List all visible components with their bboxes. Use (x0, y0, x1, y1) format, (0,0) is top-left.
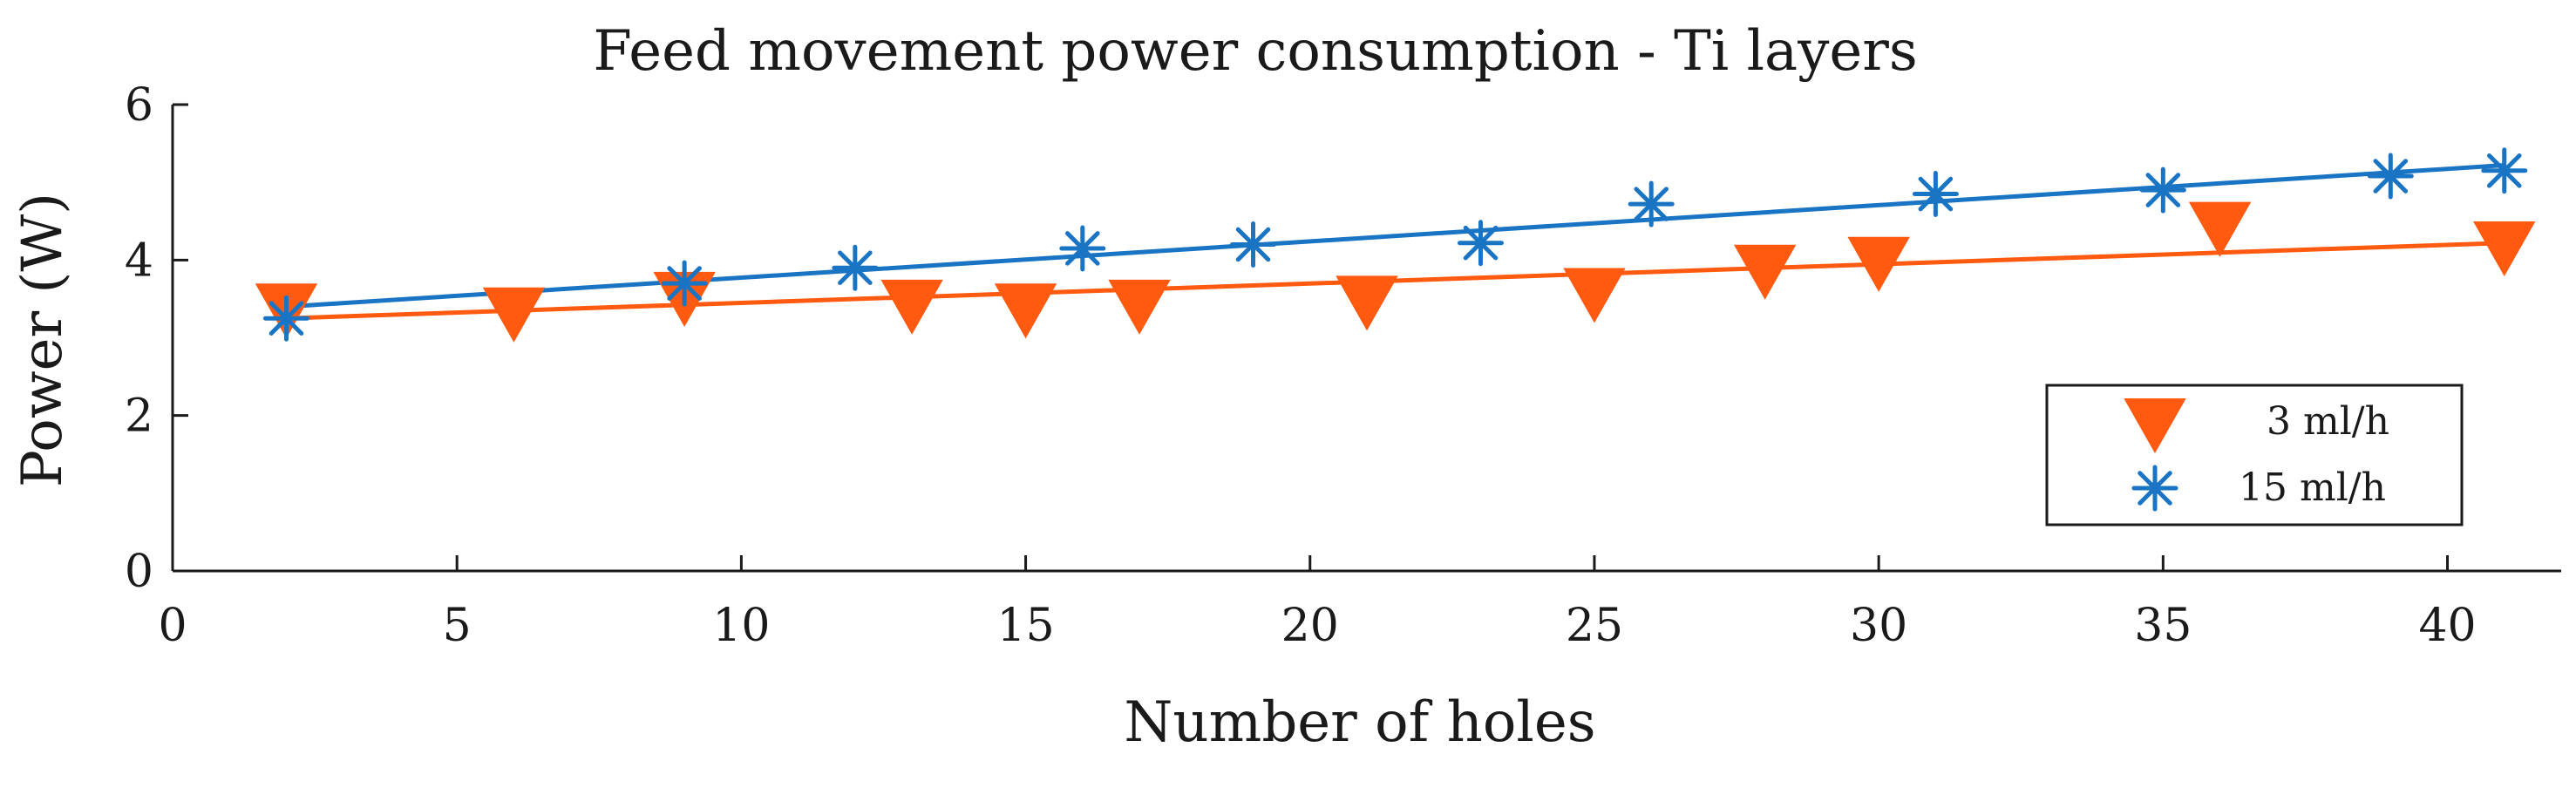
legend-triangle-icon (2124, 398, 2186, 454)
legend: 3 ml/h 15 ml/h (2045, 384, 2464, 526)
data-point-3ml (880, 279, 943, 335)
x-tick-label: 15 (996, 600, 1054, 652)
legend-marker-15ml (2131, 465, 2178, 512)
x-tick-label: 40 (2418, 600, 2476, 652)
y-axis-label: Power (W) (10, 193, 75, 487)
data-point-15ml (1628, 180, 1675, 228)
data-point-15ml (661, 260, 708, 307)
data-point-3ml (994, 283, 1057, 339)
data-point-3ml (1108, 279, 1171, 335)
data-point-15ml (2481, 147, 2528, 194)
legend-label-3ml: 3 ml/h (2267, 399, 2389, 444)
x-tick-label: 30 (1850, 600, 1907, 652)
axes: 0 5 10 15 20 25 30 35 40 0 2 4 6 (125, 79, 2561, 652)
y-tick-label: 6 (125, 79, 153, 132)
x-tick-label: 25 (1566, 600, 1623, 652)
data-point-15ml (1230, 221, 1277, 268)
fit-line-3ml (286, 241, 2505, 321)
y-tick-label: 2 (125, 391, 153, 443)
y-tick-label: 0 (125, 546, 153, 598)
data-point-3ml (2473, 221, 2536, 276)
x-tick-label: 20 (1281, 600, 1339, 652)
legend-box (2045, 384, 2464, 526)
data-point-15ml (1912, 171, 1959, 218)
data-point-3ml (2188, 201, 2252, 257)
legend-marker-3ml (2124, 398, 2186, 454)
x-tick-label: 0 (158, 600, 187, 652)
fit-line-15ml (286, 163, 2505, 309)
data-point-3ml (1733, 244, 1797, 300)
data-point-15ml (1457, 220, 1504, 267)
data-point-3ml (482, 287, 546, 343)
data-markers (255, 147, 2536, 343)
legend-label-15ml: 15 ml/h (2239, 465, 2386, 510)
data-point-15ml (832, 244, 879, 291)
data-point-3ml (1336, 275, 1398, 331)
data-point-15ml (2367, 153, 2414, 200)
data-point-3ml (1847, 236, 1910, 292)
x-tick-label: 35 (2134, 600, 2192, 652)
y-tick-label: 4 (125, 234, 153, 287)
chart-title: Feed movement power consumption - Ti lay… (593, 19, 1917, 84)
data-point-15ml (1059, 225, 1106, 272)
x-tick-label: 10 (712, 600, 770, 652)
data-point-15ml (262, 295, 309, 342)
fit-lines (286, 163, 2505, 321)
x-axis-label: Number of holes (1124, 690, 1595, 755)
x-tick-label: 5 (443, 600, 472, 652)
data-point-15ml (2139, 166, 2186, 214)
legend-asterisk-icon (2131, 465, 2178, 512)
data-point-3ml (1563, 268, 1626, 323)
